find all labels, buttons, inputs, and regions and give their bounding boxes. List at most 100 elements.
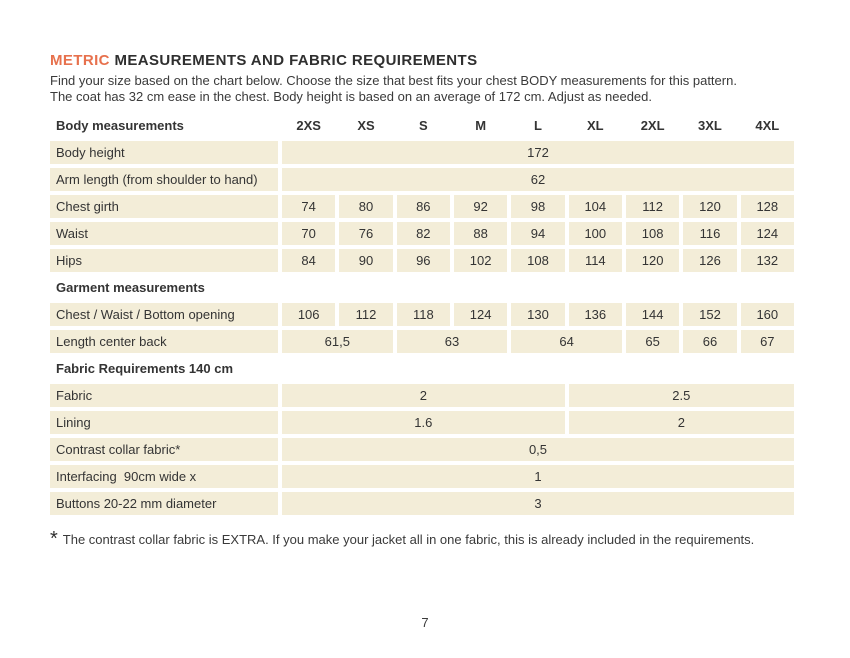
cell-value: 108 bbox=[625, 222, 680, 245]
table-row-lining: Lining 1.6 2 bbox=[50, 411, 794, 434]
cell-value: 74 bbox=[282, 195, 336, 218]
footnote-text: The contrast collar fabric is EXTRA. If … bbox=[62, 532, 755, 547]
table-row-fabric: Fabric 2 2.5 bbox=[50, 384, 794, 407]
table-row-body-height: Body height 172 bbox=[50, 141, 794, 164]
cell-value: 88 bbox=[453, 222, 508, 245]
cell-value: 82 bbox=[396, 222, 450, 245]
document-page: METRIC MEASUREMENTS AND FABRIC REQUIREME… bbox=[0, 52, 850, 658]
row-label: Length center back bbox=[50, 330, 278, 353]
page-title-rest: MEASUREMENTS AND FABRIC REQUIREMENTS bbox=[114, 52, 478, 69]
cell-value: 98 bbox=[511, 195, 565, 218]
cell-value: 2 bbox=[282, 384, 565, 407]
row-label: Contrast collar fabric* bbox=[50, 438, 278, 461]
cell-value: 63 bbox=[396, 330, 508, 353]
page-content: METRIC MEASUREMENTS AND FABRIC REQUIREME… bbox=[50, 52, 802, 550]
cell-value: 160 bbox=[740, 303, 794, 326]
size-column-header-xl: XL bbox=[586, 118, 604, 133]
cell-value: 152 bbox=[683, 303, 737, 326]
cell-value: 100 bbox=[568, 222, 622, 245]
cell-value: 1 bbox=[282, 465, 794, 488]
cell-value: 120 bbox=[683, 195, 737, 218]
table-row-hips: Hips 84 90 96 102 108 114 120 126 132 bbox=[50, 249, 794, 272]
cell-value: 172 bbox=[282, 141, 794, 164]
column-header-body-measurements: Body measurements bbox=[56, 118, 184, 133]
row-label: Chest girth bbox=[50, 195, 278, 218]
cell-value: 114 bbox=[568, 249, 622, 272]
size-column-header-m: M bbox=[475, 118, 487, 133]
row-label: Interfacing 90cm wide x bbox=[50, 465, 278, 488]
cell-value: 1.6 bbox=[282, 411, 565, 434]
row-label: Hips bbox=[50, 249, 278, 272]
cell-value: 118 bbox=[396, 303, 450, 326]
cell-value: 116 bbox=[683, 222, 737, 245]
page-number: 7 bbox=[421, 615, 429, 630]
cell-value: 126 bbox=[683, 249, 737, 272]
cell-value: 112 bbox=[625, 195, 680, 218]
row-label: Lining bbox=[50, 411, 278, 434]
section-header-fabric-requirements: Fabric Requirements 140 cm bbox=[56, 361, 234, 376]
cell-value: 2.5 bbox=[568, 384, 794, 407]
row-label: Buttons 20-22 mm diameter bbox=[50, 492, 278, 515]
table-row-opening: Chest / Waist / Bottom opening 106 112 1… bbox=[50, 303, 794, 326]
intro-paragraph: Find your size based on the chart below.… bbox=[50, 73, 802, 104]
size-column-header-2xl: 2XL bbox=[640, 118, 665, 133]
cell-value: 0,5 bbox=[282, 438, 794, 461]
cell-value: 67 bbox=[740, 330, 794, 353]
cell-value: 61,5 bbox=[282, 330, 393, 353]
table-row-arm-length: Arm length (from shoulder to hand) 62 bbox=[50, 168, 794, 191]
row-label: Waist bbox=[50, 222, 278, 245]
cell-value: 80 bbox=[339, 195, 393, 218]
asterisk-marker: * bbox=[50, 528, 58, 550]
row-label: Arm length (from shoulder to hand) bbox=[50, 168, 278, 191]
table-header-row: Body measurements 2XS XS S M L XL 2XL 3X… bbox=[50, 114, 794, 137]
cell-value: 76 bbox=[339, 222, 393, 245]
intro-line-2: The coat has 32 cm ease in the chest. Bo… bbox=[50, 88, 652, 104]
section-header-garment-measurements: Garment measurements bbox=[56, 280, 205, 295]
size-column-header-xs: XS bbox=[357, 118, 375, 133]
size-chart-table: Body measurements 2XS XS S M L XL 2XL 3X… bbox=[46, 110, 798, 519]
cell-value: 120 bbox=[625, 249, 680, 272]
cell-value: 84 bbox=[282, 249, 336, 272]
cell-value: 86 bbox=[396, 195, 450, 218]
footnote: * The contrast collar fabric is EXTRA. I… bbox=[50, 528, 802, 550]
page-title-highlight: METRIC bbox=[50, 52, 110, 69]
cell-value: 66 bbox=[683, 330, 737, 353]
intro-line-1: Find your size based on the chart below.… bbox=[50, 73, 737, 88]
cell-value: 104 bbox=[568, 195, 622, 218]
cell-value: 90 bbox=[339, 249, 393, 272]
cell-value: 144 bbox=[625, 303, 680, 326]
cell-value: 136 bbox=[568, 303, 622, 326]
size-column-header-2xs: 2XS bbox=[296, 118, 321, 133]
table-row-interfacing: Interfacing 90cm wide x 1 bbox=[50, 465, 794, 488]
size-column-header-3xl: 3XL bbox=[698, 118, 722, 133]
cell-value: 106 bbox=[282, 303, 336, 326]
cell-value: 130 bbox=[511, 303, 565, 326]
cell-value: 132 bbox=[740, 249, 794, 272]
section-header-row-garment: Garment measurements bbox=[50, 276, 794, 299]
cell-value: 124 bbox=[740, 222, 794, 245]
row-label: Fabric bbox=[50, 384, 278, 407]
cell-value: 65 bbox=[625, 330, 680, 353]
cell-value: 62 bbox=[282, 168, 794, 191]
cell-value: 124 bbox=[453, 303, 508, 326]
size-column-header-l: L bbox=[534, 118, 542, 133]
table-row-waist: Waist 70 76 82 88 94 100 108 116 124 bbox=[50, 222, 794, 245]
table-row-length-center-back: Length center back 61,5 63 64 65 66 67 bbox=[50, 330, 794, 353]
cell-value: 2 bbox=[568, 411, 794, 434]
size-column-header-4xl: 4XL bbox=[755, 118, 780, 133]
cell-value: 112 bbox=[339, 303, 393, 326]
cell-value: 108 bbox=[511, 249, 565, 272]
cell-value: 128 bbox=[740, 195, 794, 218]
section-header-row-fabric: Fabric Requirements 140 cm bbox=[50, 357, 794, 380]
cell-value: 96 bbox=[396, 249, 450, 272]
cell-value: 70 bbox=[282, 222, 336, 245]
page-title: METRIC MEASUREMENTS AND FABRIC REQUIREME… bbox=[50, 52, 802, 69]
row-label: Body height bbox=[50, 141, 278, 164]
row-label: Chest / Waist / Bottom opening bbox=[50, 303, 278, 326]
table-row-chest-girth: Chest girth 74 80 86 92 98 104 112 120 1… bbox=[50, 195, 794, 218]
table-row-contrast-collar: Contrast collar fabric* 0,5 bbox=[50, 438, 794, 461]
cell-value: 3 bbox=[282, 492, 794, 515]
cell-value: 92 bbox=[453, 195, 508, 218]
cell-value: 64 bbox=[511, 330, 622, 353]
table-row-buttons: Buttons 20-22 mm diameter 3 bbox=[50, 492, 794, 515]
